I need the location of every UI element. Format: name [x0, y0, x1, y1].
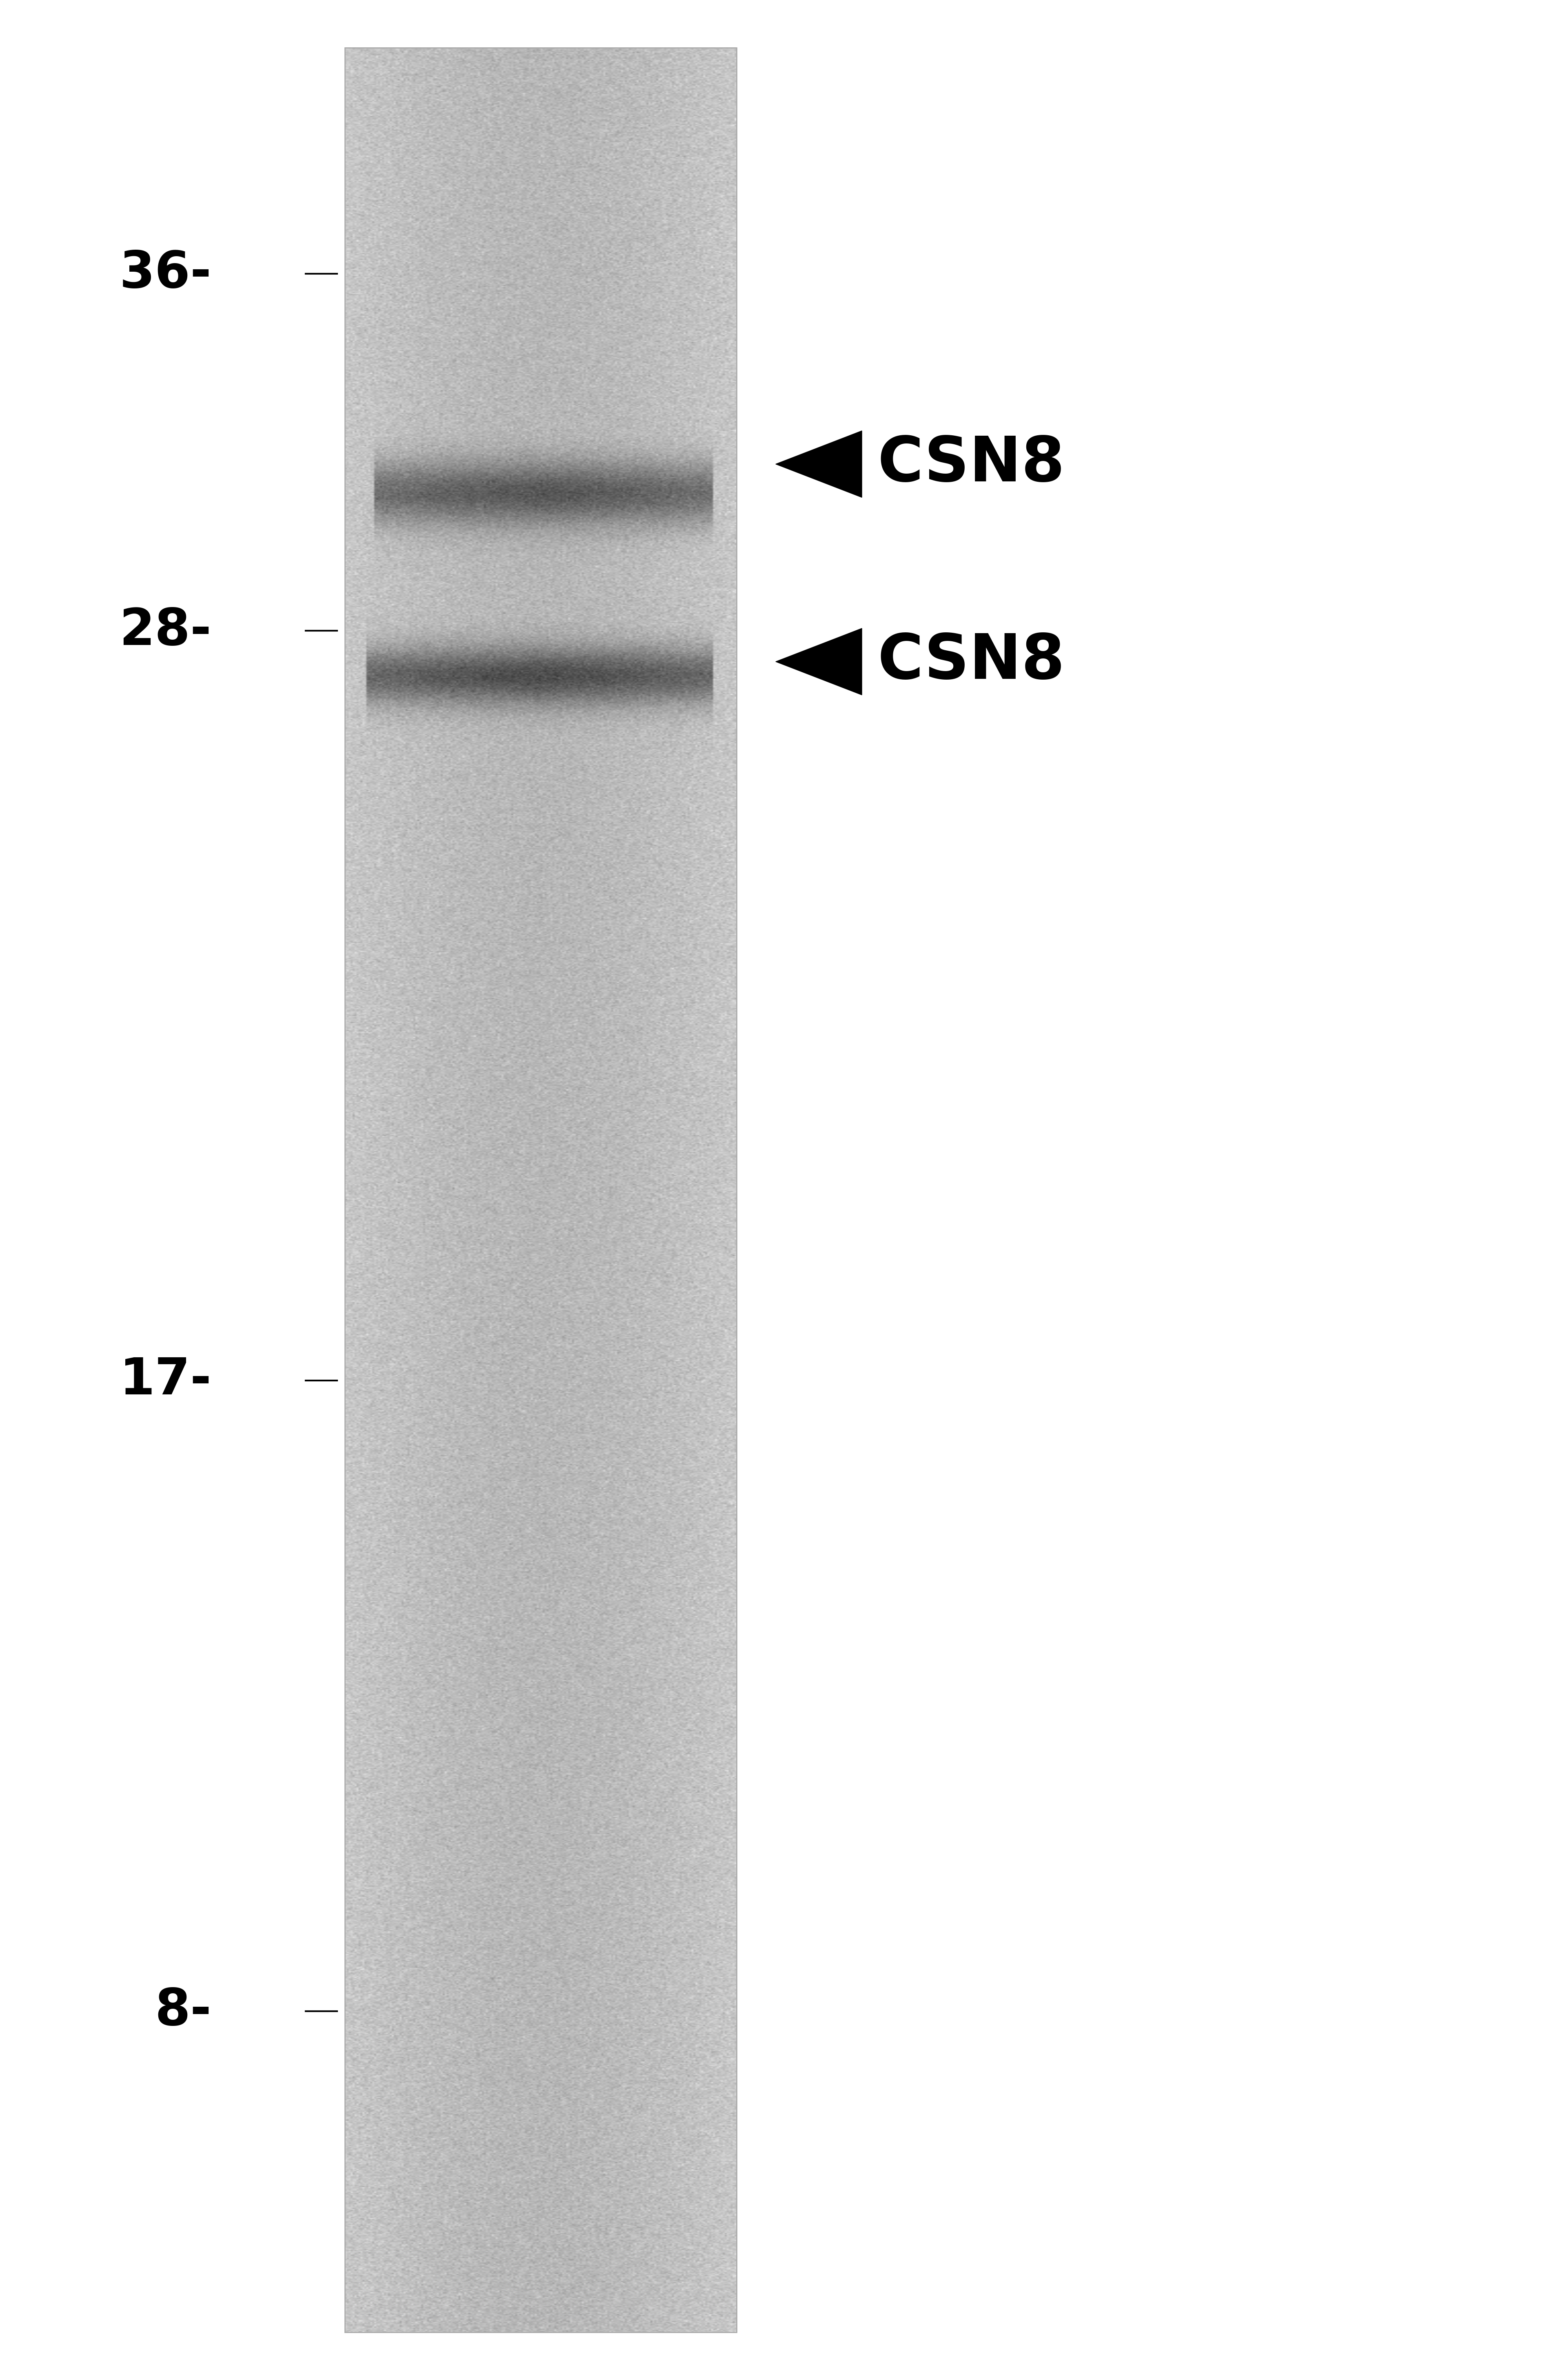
- Text: CSN8: CSN8: [878, 433, 1066, 495]
- Text: CSN8: CSN8: [878, 631, 1066, 693]
- Text: 8-: 8-: [155, 1987, 212, 2035]
- Text: 17-: 17-: [119, 1357, 212, 1404]
- Text: 36-: 36-: [119, 250, 212, 298]
- Text: 28-: 28-: [119, 607, 212, 654]
- Bar: [345, 48, 736, 2332]
- Polygon shape: [776, 628, 862, 695]
- Polygon shape: [776, 431, 862, 497]
